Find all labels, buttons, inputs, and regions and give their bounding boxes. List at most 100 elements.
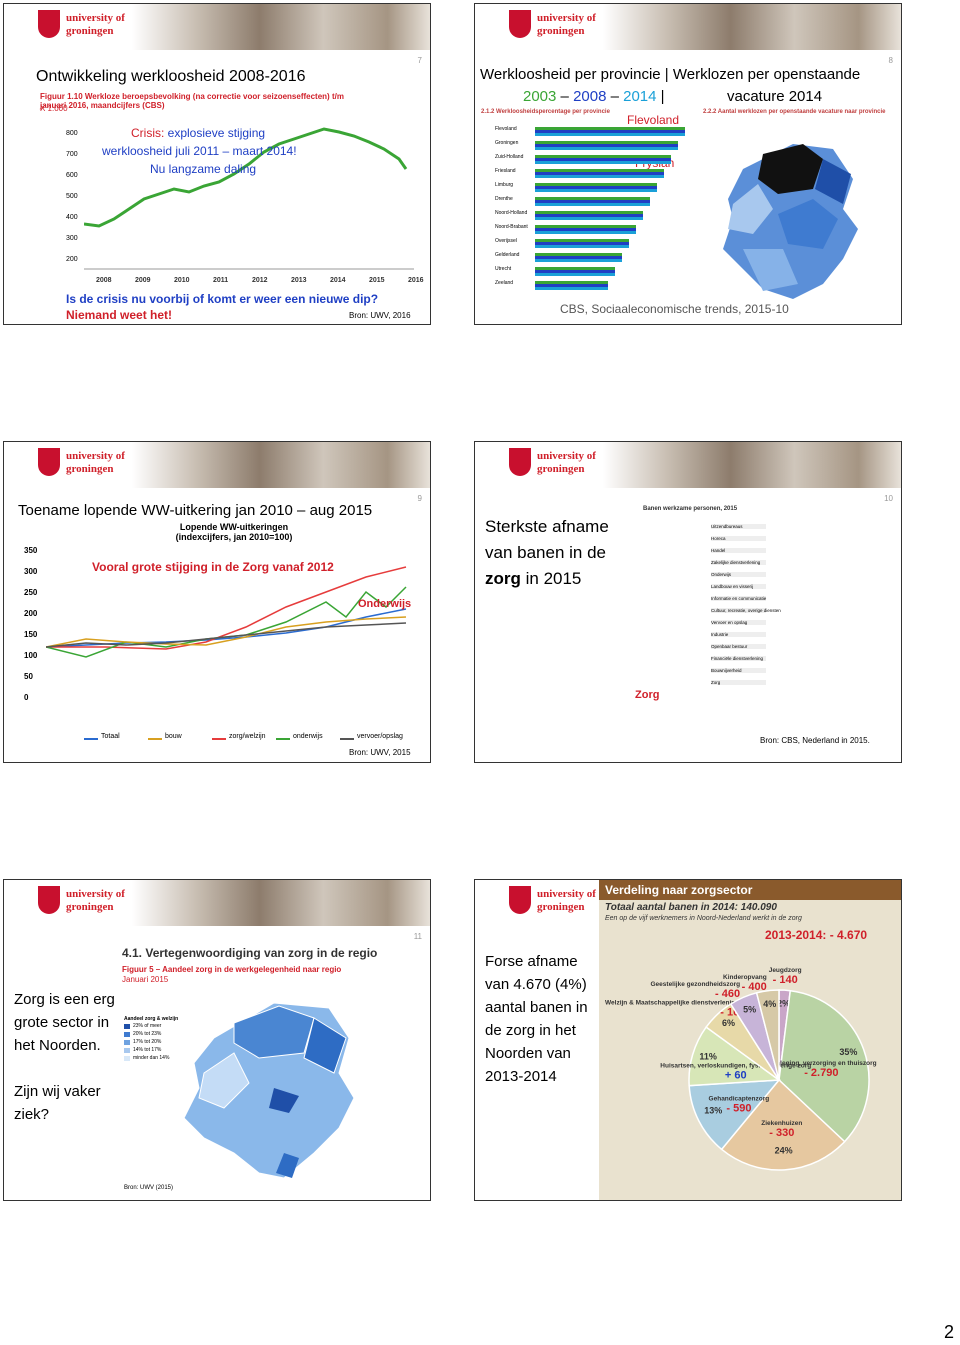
x-tick-label: 2009 xyxy=(135,277,151,284)
y-tick-label: 400 xyxy=(66,214,78,221)
province-label: Gelderland xyxy=(495,252,520,258)
text: Zijn wij vaker ziek? xyxy=(14,1083,101,1123)
decoration xyxy=(303,1017,347,1074)
legend-label: 20% tot 23% xyxy=(133,1031,162,1037)
decoration xyxy=(46,616,407,648)
crest xyxy=(509,10,531,38)
x-tick-label: 2008 xyxy=(96,277,112,284)
question: Is de crisis nu voorbij of komt er weer … xyxy=(66,292,379,306)
slice-name: Geestelijke gezondheidszorg xyxy=(651,981,741,988)
slide-number: 9 xyxy=(417,494,422,503)
y-tick-label: 100 xyxy=(24,651,38,660)
year: 2003 xyxy=(523,88,557,105)
slice-name: Gehandicaptenzorg xyxy=(709,1095,770,1102)
y-tick-label: 600 xyxy=(66,172,78,179)
line-chart xyxy=(84,127,414,270)
decoration xyxy=(233,1005,315,1059)
pie-slice xyxy=(755,989,780,1081)
y-tick-label: 50 xyxy=(24,672,33,681)
sector-label: Uitzendbureaus xyxy=(711,524,766,529)
crest xyxy=(509,448,531,476)
y-tick-label: 200 xyxy=(66,256,78,263)
province-label: Zeeland xyxy=(495,280,514,286)
slide: university of groningen 8 Werkloosheid pe… xyxy=(474,3,902,325)
source: Bron: CBS, Nederland in 2015. xyxy=(760,736,870,745)
slice-change: - 330 xyxy=(769,1127,794,1139)
slice-name: Jeugdzorg xyxy=(769,967,802,974)
source: Bron: UWV, 2015 xyxy=(349,748,411,757)
bar-decoration xyxy=(535,141,678,144)
legend-swatch xyxy=(148,738,162,740)
legend-swatch xyxy=(124,1024,130,1029)
text: in 2015 xyxy=(520,569,582,588)
logo-text: university of xyxy=(66,12,125,24)
logo-text: groningen xyxy=(66,901,114,913)
slide-number: 8 xyxy=(888,56,893,65)
sector-label: Handel xyxy=(711,548,766,553)
slice-change: - 460 xyxy=(715,988,740,1000)
line-chart xyxy=(46,566,407,658)
unit: X 1.000 xyxy=(40,104,68,113)
map xyxy=(183,1002,355,1179)
slide: university of groningen 10 Sterkste afnam… xyxy=(474,441,902,763)
annotation: Vooral grote stijging in de Zorg vanaf 2… xyxy=(92,560,334,574)
x-tick-label: 2012 xyxy=(252,277,268,284)
legend-swatch xyxy=(212,738,226,740)
legend-label: onderwijs xyxy=(293,733,323,740)
decoration xyxy=(269,1088,299,1113)
slide: university of groningen 7 Ontwikkeling we… xyxy=(3,3,431,325)
slide: university of groningen 9 Toename lopende… xyxy=(3,441,431,763)
legend-swatch xyxy=(276,738,290,740)
province-label: Limburg xyxy=(495,182,514,188)
decoration xyxy=(728,184,773,234)
title: vacature 2014 xyxy=(727,88,823,105)
page-number: 2 xyxy=(944,1322,955,1342)
logo-text: groningen xyxy=(66,25,114,37)
slice-change: - 140 xyxy=(773,974,798,986)
figure-title: 2.1.2 Werkloosheidspercentage per provin… xyxy=(481,109,610,115)
decoration xyxy=(46,622,407,648)
y-tick-label: 700 xyxy=(66,151,78,158)
separator: | xyxy=(660,88,665,105)
slide-number: 10 xyxy=(884,494,893,503)
figure-title: 2.2.2 Aantal werklozen per openstaande v… xyxy=(703,109,886,115)
y-tick-label: 0 xyxy=(24,693,29,702)
bar-decoration xyxy=(535,253,622,256)
slide-header: university of groningen xyxy=(475,4,901,50)
logo-text: groningen xyxy=(537,901,585,913)
slide-header: university of groningen xyxy=(4,442,430,488)
chart-title: Banen werkzame personen, 2015 xyxy=(643,506,738,512)
province-label: Utrecht xyxy=(495,266,512,272)
decoration xyxy=(815,159,851,204)
heading: 4.1. Vertegenwoordiging van zorg in de r… xyxy=(122,946,378,960)
caption: Figuur 1.10 Werkloze beroepsbevolking (n… xyxy=(40,92,344,110)
sector-label: Industrie xyxy=(711,632,766,637)
value-label: 6% xyxy=(722,1018,735,1028)
sector-label: Zorg xyxy=(711,680,766,685)
sector-label: Openbaar bestuur xyxy=(711,644,766,649)
logo-text: groningen xyxy=(537,463,585,475)
sector-label: Onderwijs xyxy=(711,572,766,577)
slide-number: 11 xyxy=(413,932,422,941)
province-label: Drenthe xyxy=(495,196,513,202)
sector-label: Informatie en communicatie xyxy=(711,596,767,601)
decoration xyxy=(758,144,823,194)
title: Toename lopende WW-uitkering jan 2010 – … xyxy=(18,502,373,519)
emphasis: zorg xyxy=(485,569,521,588)
legend-label: Totaal xyxy=(101,733,120,740)
slice-name: Ziekenhuizen xyxy=(761,1120,802,1127)
total: Totaal aantal banen in 2014: 140.090 xyxy=(605,902,777,913)
source: CBS, Sociaaleconomische trends, 2015-10 xyxy=(560,302,789,316)
slide-header: university of groningen xyxy=(475,442,901,488)
crest xyxy=(38,448,60,476)
annotation-text: werkloosheid juli 2011 – maart 2014! xyxy=(102,144,297,158)
logo-text: university of xyxy=(537,888,596,900)
bar-decoration xyxy=(535,267,615,270)
year: 2008 xyxy=(573,88,607,105)
text: Zorg is een erg grote sector in het Noor… xyxy=(14,991,115,1054)
figure-date: Januari 2015 xyxy=(122,975,169,984)
annotation-text: explosieve stijging xyxy=(164,126,266,140)
sector-label: Landbouw en visserij xyxy=(711,584,766,589)
annotation: Zorg xyxy=(635,689,660,701)
